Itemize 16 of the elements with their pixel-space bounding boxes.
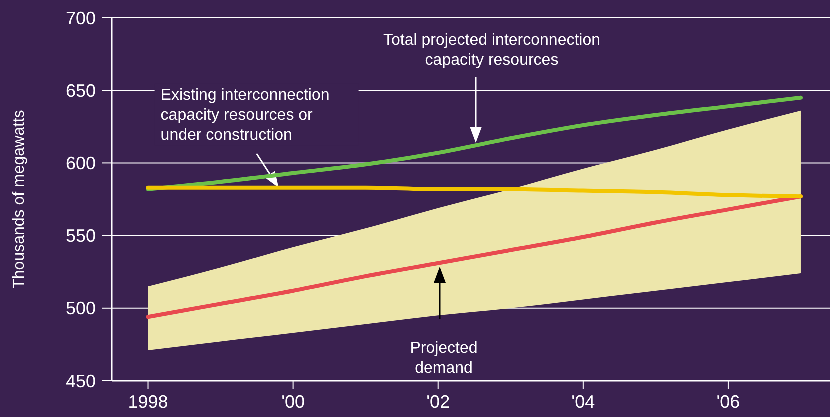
y-tick-label: 650: [66, 80, 96, 101]
x-tick-label: '04: [572, 392, 596, 412]
y-tick-label: 600: [66, 154, 96, 174]
y-axis-title: Thousands of megawatts: [11, 110, 28, 289]
y-tick-label: 550: [66, 226, 96, 246]
line-series: [146, 186, 803, 199]
annotation: Existing interconnection capacity resources or under construction: [160, 86, 330, 144]
y-tick-label: 700: [66, 8, 96, 28]
y-tick-label: 500: [66, 298, 96, 319]
annotation: Projected demand: [410, 340, 478, 377]
x-tick-label: '06: [716, 392, 740, 412]
x-tick-label: 1998: [128, 392, 168, 412]
y-tick-label: 450: [66, 371, 96, 392]
annotation: Total projected interconnection capacity resources: [383, 32, 601, 69]
x-tick-label: '00: [282, 392, 306, 412]
x-tick-label: '02: [426, 392, 450, 412]
